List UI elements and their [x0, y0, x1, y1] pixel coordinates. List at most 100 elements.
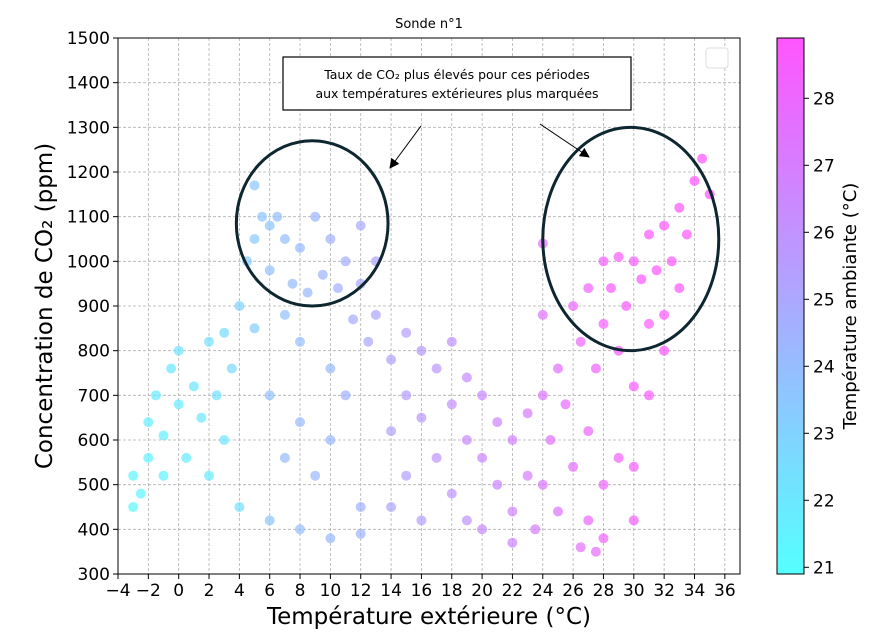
y-tick-label: 1400	[67, 74, 110, 94]
data-point	[249, 180, 260, 191]
data-point	[340, 390, 351, 401]
data-point	[416, 515, 427, 526]
data-point	[295, 417, 305, 428]
data-point	[446, 488, 457, 499]
data-point	[249, 234, 260, 244]
y-tick-label: 1200	[67, 163, 110, 183]
data-point	[264, 390, 275, 401]
colorbar	[776, 37, 805, 575]
data-point	[674, 202, 685, 213]
x-tick-label: 36	[714, 581, 736, 601]
x-tick-label: 16	[411, 581, 433, 601]
data-point	[401, 470, 412, 481]
data-point	[355, 220, 366, 231]
x-tick-label: 6	[264, 581, 275, 601]
data-point	[537, 390, 548, 401]
data-point	[287, 278, 298, 289]
data-point	[143, 452, 154, 463]
x-tick-label: 20	[471, 581, 493, 601]
data-points	[128, 153, 715, 557]
y-tick-label: 400	[78, 520, 110, 540]
data-point	[431, 452, 442, 463]
colorbar-label: Température ambiante (°C)	[840, 183, 861, 431]
x-tick-label: 22	[502, 581, 524, 601]
y-tick-label: 1000	[67, 252, 110, 272]
data-point	[583, 283, 594, 294]
data-point	[461, 372, 472, 383]
data-point	[522, 408, 533, 419]
data-point	[333, 283, 343, 294]
data-point	[522, 470, 533, 481]
data-point	[659, 345, 670, 356]
data-point	[158, 470, 169, 481]
data-point	[249, 323, 260, 334]
data-point	[644, 229, 654, 240]
data-point	[128, 502, 139, 512]
data-point	[613, 251, 624, 262]
data-point	[446, 399, 457, 410]
highlight-ellipse	[234, 139, 390, 308]
data-point	[477, 390, 488, 401]
x-tick-label: 24	[532, 581, 554, 601]
data-point	[370, 309, 381, 320]
annotation-arrow-right	[539, 123, 590, 158]
data-point	[348, 314, 359, 325]
data-point	[477, 452, 488, 463]
data-point	[628, 256, 639, 267]
x-tick-label: 26	[562, 581, 584, 601]
y-tick-label: 700	[78, 386, 110, 406]
data-point	[568, 461, 579, 472]
data-point	[644, 390, 654, 401]
x-tick-label: 2	[204, 581, 215, 601]
data-point	[613, 452, 624, 463]
data-point	[636, 274, 647, 285]
data-point	[264, 220, 275, 231]
data-point	[553, 506, 563, 517]
data-point	[188, 381, 199, 392]
data-point	[681, 229, 692, 240]
data-point	[257, 211, 268, 222]
data-point	[583, 515, 594, 526]
data-point	[325, 435, 336, 445]
x-tick-label: −4	[105, 581, 130, 601]
data-point	[545, 435, 556, 445]
data-point	[537, 309, 548, 320]
data-point	[461, 515, 472, 526]
chart-title: Sonde n°1	[395, 17, 463, 32]
data-point	[446, 336, 457, 347]
data-point	[317, 269, 328, 280]
data-point	[628, 461, 639, 472]
data-point	[310, 470, 321, 481]
grid-lines	[117, 37, 740, 575]
colorbar-tick-label: 22	[813, 491, 835, 511]
data-point	[507, 537, 518, 548]
annotation-line-1: Taux de CO₂ plus élevés pour ces période…	[323, 67, 590, 82]
data-point	[166, 363, 177, 374]
data-point	[659, 309, 670, 320]
data-point	[530, 524, 541, 535]
data-point	[234, 301, 245, 311]
colorbar-ticks: 21 22 23 24 25 26 27 28	[804, 89, 835, 578]
data-point	[590, 546, 601, 557]
annotation-arrow-left	[389, 125, 422, 169]
data-point	[492, 479, 503, 490]
colorbar-tick-label: 25	[813, 290, 835, 310]
data-point	[226, 363, 237, 374]
data-point	[363, 336, 374, 347]
colorbar-tick-label: 23	[813, 424, 835, 444]
data-point	[568, 301, 579, 311]
data-point	[272, 211, 283, 222]
data-point	[181, 452, 192, 463]
data-point	[560, 399, 571, 410]
data-point	[219, 435, 230, 445]
data-point	[598, 318, 609, 329]
x-tick-label: 28	[593, 581, 615, 601]
y-tick-label: 1100	[67, 208, 110, 228]
data-point	[689, 175, 700, 186]
data-point	[697, 153, 708, 164]
y-tick-label: 900	[78, 297, 110, 317]
x-tick-label: 14	[380, 581, 402, 601]
y-axis-ticks: 300 400 500 600 700 800 900 1000 1100 1200 1300 140…	[67, 29, 118, 585]
data-point	[628, 515, 639, 526]
